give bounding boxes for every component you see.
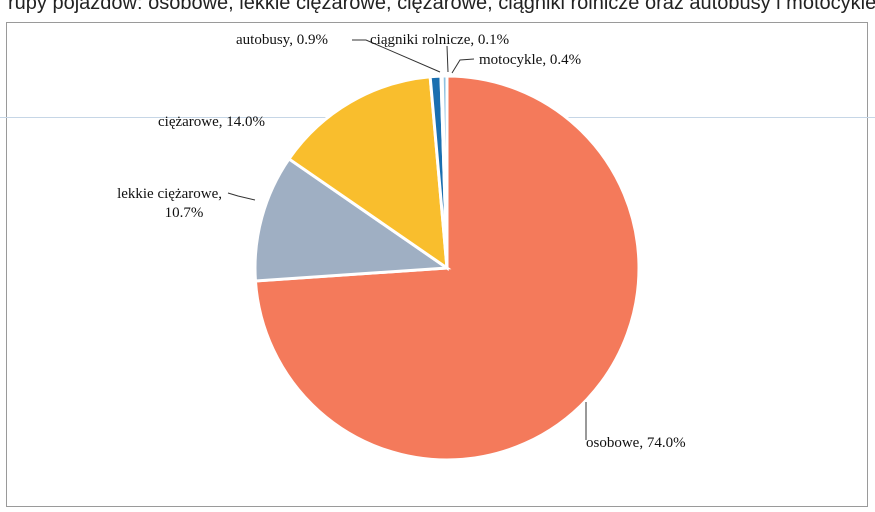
pie-slice-ciężarowe [286,75,449,272]
label-autobusy: autobusy, 0.9% [236,32,328,48]
label-ciezarowe: ciężarowe, 14.0% [158,114,265,130]
chart-frame [6,22,868,507]
leader-ciagniki [446,45,449,73]
label-ciagniki-rolnicze: ciągniki rolnicze, 0.1% [370,32,509,48]
leader-autobusy [352,39,441,73]
pie-slice-motocykle [440,74,449,269]
leader-lekkie-ciezarowe [227,192,256,201]
label-osobowe: osobowe, 74.0% [586,435,686,451]
pie-slice-lekkie-ciężarowe [253,156,452,283]
leader-motocykle [451,58,475,74]
page-caption: rupy pojazdów: osobowe, lekkie ciężarowe… [8,0,875,14]
pie-slices [253,74,641,462]
leader-lines [227,39,587,440]
label-motocykle: motocykle, 0.4% [479,52,581,68]
label-lekkie-ciezarowe-line1: lekkie ciężarowe, [117,186,222,202]
label-lekkie-ciezarowe-line2: 10.7% [165,205,204,221]
